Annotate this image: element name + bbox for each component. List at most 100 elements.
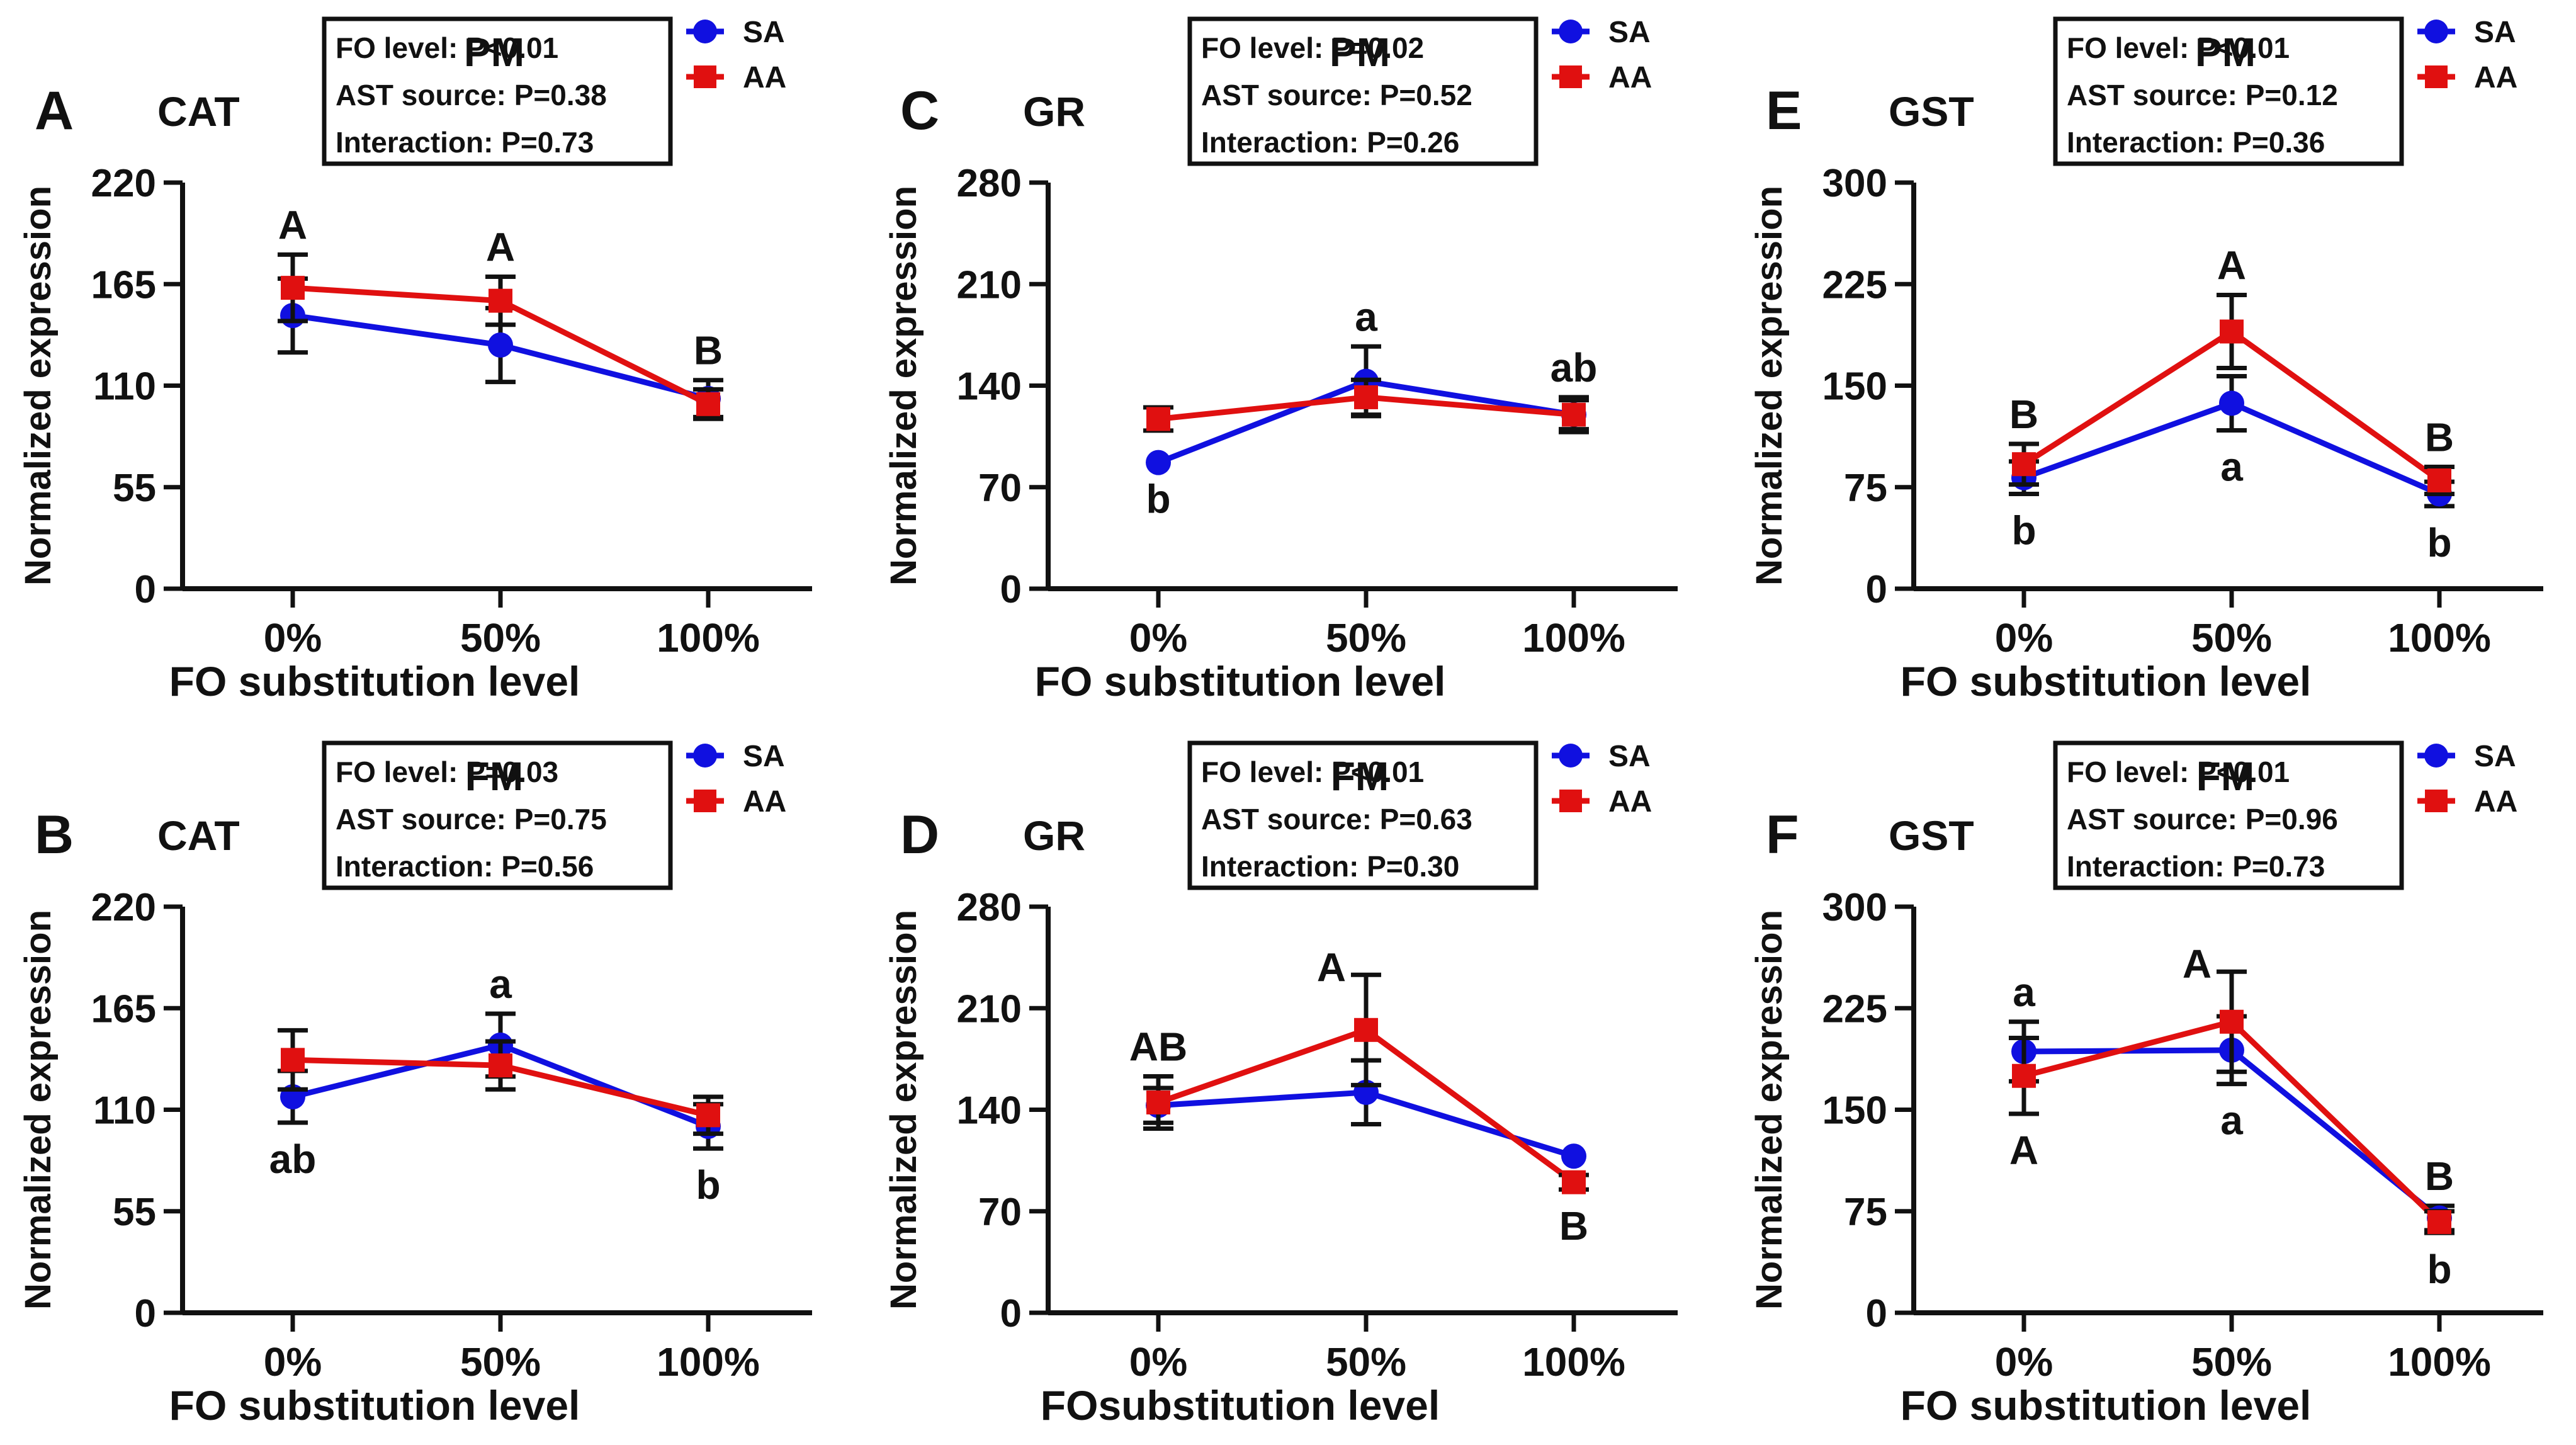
panel-title: FM (465, 754, 523, 799)
y-tick-label: 210 (957, 987, 1022, 1031)
y-tick-label: 110 (93, 365, 156, 409)
x-tick-label: 0% (1995, 1339, 2053, 1385)
legend-marker-aa (2425, 65, 2448, 88)
stats-line: AST source: P=0.52 (1201, 79, 1472, 111)
stats-line: Interaction: P=0.56 (336, 850, 594, 883)
x-axis-title: FO substitution level (169, 658, 580, 705)
y-tick-label: 0 (1866, 1292, 1887, 1335)
panel-letter: A (35, 81, 74, 141)
stats-line: AST source: P=0.75 (336, 803, 607, 836)
point-aa (2220, 319, 2244, 344)
significance-letter: ab (269, 1136, 317, 1182)
stats-box (1187, 16, 1539, 166)
gene-label: GST (1889, 812, 1974, 859)
y-tick-label: 165 (91, 987, 156, 1031)
y-tick-label: 0 (135, 568, 156, 611)
significance-letter: b (2011, 508, 2036, 553)
point-aa (2012, 1063, 2036, 1088)
legend-label-aa: AA (743, 785, 786, 819)
legend-marker-sa (693, 744, 717, 768)
point-aa (696, 392, 720, 416)
y-tick-label: 55 (113, 1191, 156, 1234)
point-aa (2220, 1009, 2244, 1034)
y-tick-label: 300 (1822, 162, 1887, 205)
stats-line: FO level: P=0.03 (336, 756, 558, 788)
stats-line: FO level: P<0.01 (2067, 31, 2290, 64)
panel-title: FM (1331, 754, 1389, 799)
point-sa (1146, 450, 1171, 475)
y-axis-title: Normalized expression (1749, 910, 1790, 1310)
x-tick-label: 0% (1995, 615, 2053, 660)
y-tick-label: 165 (91, 263, 156, 307)
point-aa (489, 1053, 512, 1078)
significance-letter: B (2425, 415, 2454, 460)
significance-letter: A (278, 202, 307, 247)
x-tick-label: 0% (264, 1339, 322, 1385)
panel-letter: D (900, 805, 939, 865)
gene-label: CAT (157, 88, 240, 135)
panel-title: PM (2195, 30, 2256, 75)
significance-letter: a (2220, 1098, 2243, 1143)
x-tick-label: 0% (1129, 1339, 1188, 1385)
x-axis-title: FOsubstitution level (1041, 1382, 1440, 1429)
x-tick-label: 50% (1326, 1339, 1406, 1385)
point-aa (1562, 1170, 1586, 1194)
legend-marker-sa (2424, 20, 2448, 43)
legend-marker-sa (2424, 744, 2448, 768)
legend-label-aa: AA (2474, 785, 2517, 819)
significance-letter: b (696, 1162, 720, 1208)
stats-line: AST source: P=0.96 (2067, 803, 2338, 836)
x-axis-title: FO substitution level (1901, 658, 2312, 705)
significance-letter: B (2425, 1153, 2454, 1199)
stats-line: Interaction: P=0.73 (336, 126, 594, 159)
significance-letter: b (1146, 477, 1170, 522)
stats-line: AST source: P=0.38 (336, 79, 607, 111)
point-aa (1354, 1017, 1378, 1042)
panel-title: FM (2196, 754, 2254, 799)
legend-marker-sa (693, 20, 717, 43)
significance-letter: a (1355, 294, 1377, 339)
stats-box (2053, 740, 2404, 890)
legend-label-aa: AA (1608, 61, 1652, 94)
stats-line: AST source: P=0.12 (2067, 79, 2338, 111)
x-tick-label: 100% (2388, 1339, 2491, 1385)
significance-letter: b (2427, 520, 2451, 565)
point-aa (489, 288, 512, 313)
y-tick-label: 75 (1844, 467, 1887, 510)
stats-box (322, 740, 673, 890)
x-tick-label: 50% (460, 615, 541, 660)
x-tick-label: 100% (657, 615, 760, 660)
y-tick-label: 220 (91, 162, 156, 205)
y-tick-label: 150 (1822, 1089, 1887, 1133)
x-tick-label: 50% (1326, 615, 1406, 660)
significance-letter: A (2217, 242, 2246, 288)
y-tick-label: 225 (1822, 987, 1887, 1031)
point-aa (281, 276, 305, 300)
legend-label-sa: SA (2474, 740, 2516, 773)
significance-letter: B (2009, 392, 2038, 437)
significance-letter: AB (1129, 1024, 1187, 1070)
legend-label-sa: SA (743, 740, 785, 773)
point-sa (1561, 1143, 1586, 1169)
legend-marker-aa (694, 65, 716, 88)
y-tick-label: 210 (957, 263, 1022, 307)
significance-letter: A (1317, 944, 1346, 990)
y-tick-label: 300 (1822, 886, 1887, 929)
panel-title: PM (1330, 30, 1390, 75)
x-tick-label: 100% (1522, 1339, 1625, 1385)
stats-line: Interaction: P=0.36 (2067, 126, 2325, 159)
x-tick-label: 100% (1522, 615, 1625, 660)
point-aa (2012, 452, 2036, 477)
significance-letter: a (489, 961, 512, 1007)
legend-marker-sa (1559, 744, 1583, 768)
stats-box (1187, 740, 1539, 890)
point-aa (1562, 402, 1586, 427)
y-tick-label: 55 (113, 467, 156, 510)
stats-box (2053, 16, 2404, 166)
significance-letter: B (1559, 1203, 1588, 1249)
